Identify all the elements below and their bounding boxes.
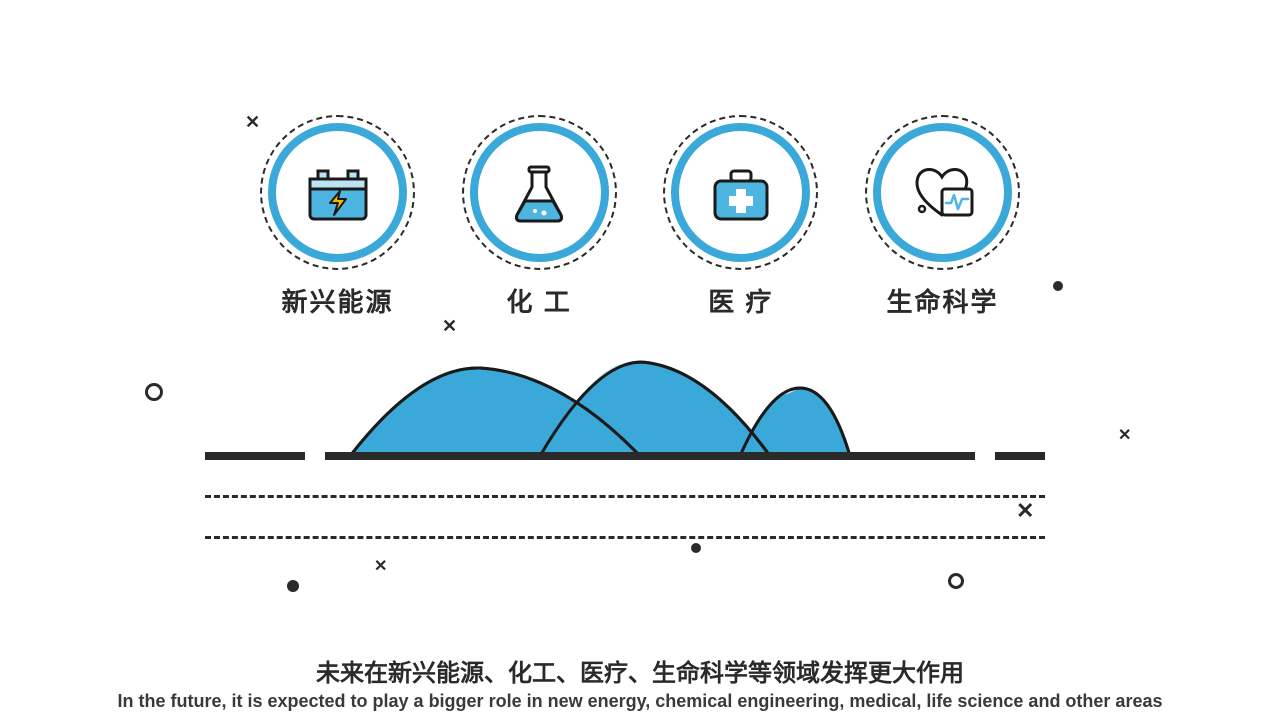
caption-chinese: 未来在新兴能源、化工、医疗、生命科学等领域发挥更大作用 [0,653,1280,688]
mountains-illustration [340,358,860,458]
dashed-line [205,536,1045,539]
icon-label: 生命科学 [886,282,998,319]
ground-segment [325,452,975,460]
icon-item-lifescience: 生命科学 [865,115,1020,319]
medical-icon [701,153,781,233]
caption-english: In the future, it is expected to play a … [0,691,1280,712]
flask-icon [499,153,579,233]
icon-item-chemical: 化 工 [462,115,617,319]
x-mark-icon: ✕ [245,112,260,133]
icon-item-medical: 医 疗 [663,115,818,319]
icon-circle [462,115,617,270]
x-mark-icon: ✕ [442,316,457,337]
x-mark-icon: ✕ [1016,498,1034,524]
heart-icon [902,153,982,233]
x-mark-icon: ✕ [1118,425,1131,445]
dot-icon [1053,281,1063,291]
x-mark-icon: ✕ [374,556,387,576]
icon-circle [663,115,818,270]
icon-circle [865,115,1020,270]
dashed-line [205,495,1045,498]
ground-segment [995,452,1045,460]
battery-icon [298,153,378,233]
icon-circle [260,115,415,270]
ring-icon [145,383,163,401]
dot-icon [287,580,299,592]
ring-icon [948,573,964,589]
icon-row: 新兴能源 化 工 医 疗 [260,115,1020,319]
icon-label: 医 疗 [708,282,773,319]
icon-label: 新兴能源 [281,282,393,319]
ground-line [205,452,1045,460]
ground-segment [205,452,305,460]
dot-icon [691,543,701,553]
icon-label: 化 工 [507,282,572,319]
icon-item-energy: 新兴能源 [260,115,415,319]
